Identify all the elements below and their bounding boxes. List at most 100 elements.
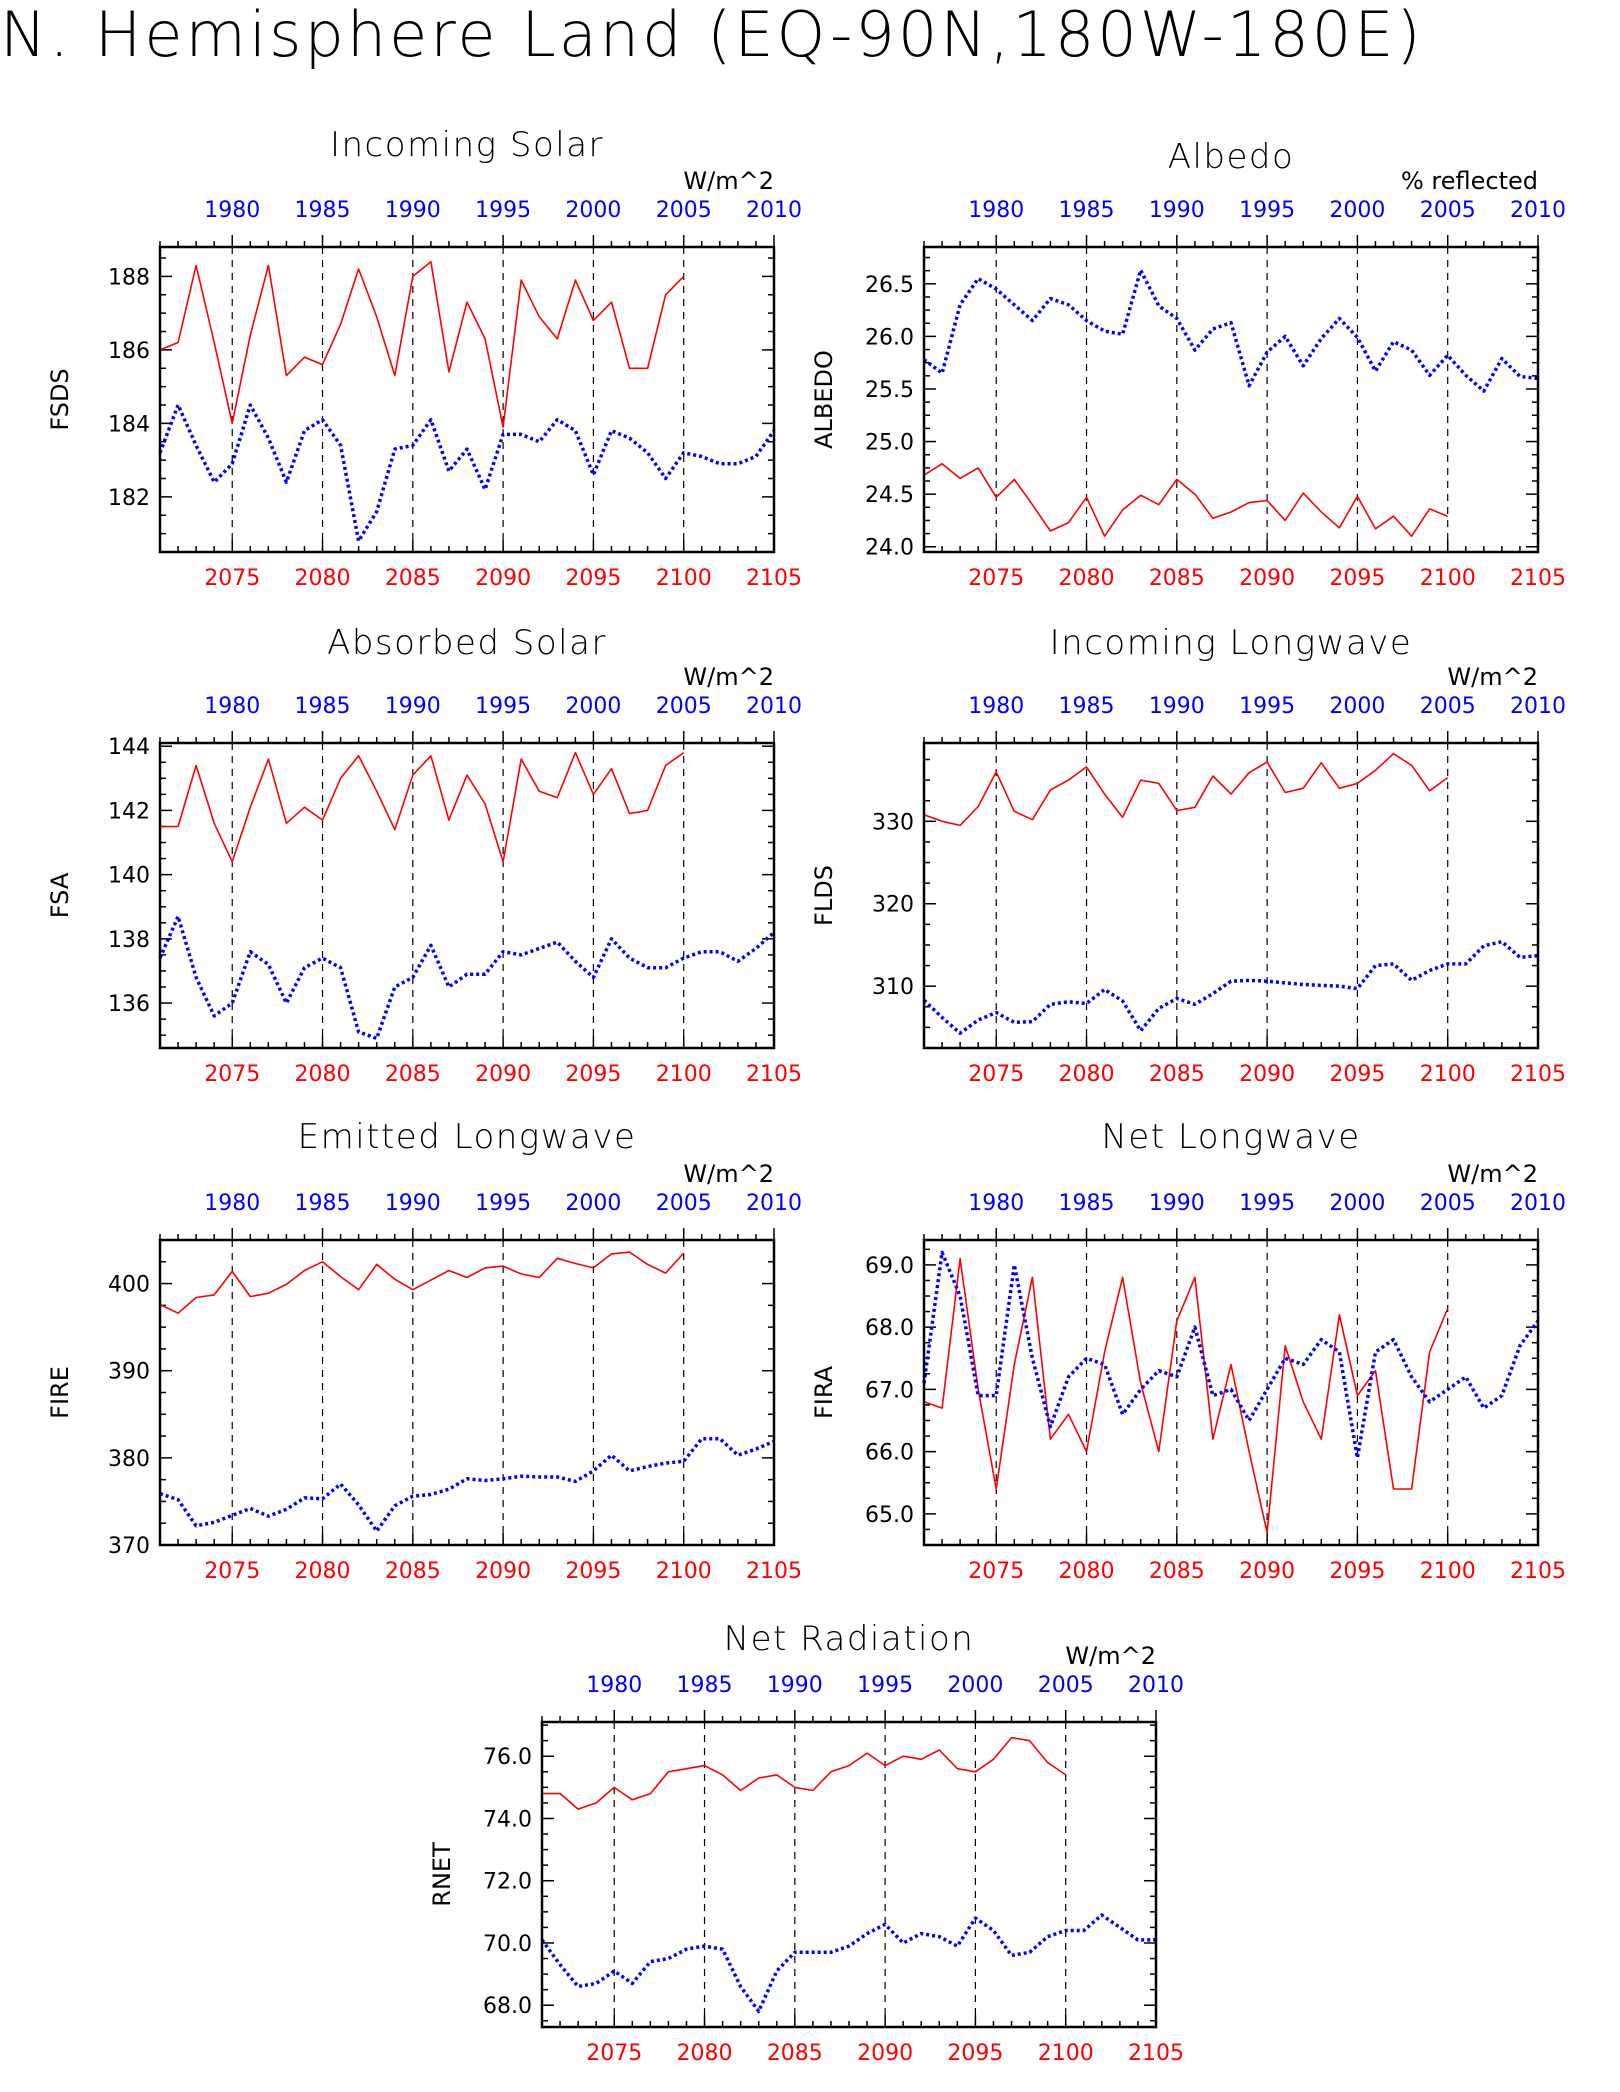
x-tick-label-bottom: 2085 xyxy=(767,2041,823,2066)
x-tick-label-top: 2000 xyxy=(565,1191,621,1216)
x-tick-label-bottom: 2085 xyxy=(385,566,441,591)
x-tick-label-bottom: 2090 xyxy=(1239,1062,1295,1087)
series-line-obs xyxy=(158,403,776,543)
x-tick-label-bottom: 2080 xyxy=(295,1559,351,1584)
units-label: W/m^2 xyxy=(1065,1642,1156,1670)
series-line-obs xyxy=(922,939,1539,1035)
page-title: N. Hemisphere Land (EQ-90N,180W-180E) xyxy=(0,0,1424,71)
x-tick-label-top: 1995 xyxy=(1239,1191,1295,1216)
y-tick-label: 25.5 xyxy=(865,378,914,403)
x-tick-label-bottom: 2105 xyxy=(746,1559,802,1584)
x-tick-label-bottom: 2080 xyxy=(1059,1062,1115,1087)
x-tick-label-bottom: 2080 xyxy=(295,1062,351,1087)
series-line-obs xyxy=(159,1436,775,1533)
x-tick-label-top: 2010 xyxy=(1510,1191,1566,1216)
x-tick-label-top: 2010 xyxy=(746,1191,802,1216)
x-tick-label-bottom: 2095 xyxy=(565,1062,621,1087)
series-line-model xyxy=(159,260,685,428)
x-tick-label-bottom: 2100 xyxy=(1420,1559,1476,1584)
y-tick-label: 380 xyxy=(108,1447,150,1472)
x-tick-label-top: 2000 xyxy=(565,198,621,223)
x-tick-label-bottom: 2105 xyxy=(1510,1559,1566,1584)
x-tick-label-bottom: 2095 xyxy=(1329,1062,1385,1087)
y-axis-label: FSA xyxy=(46,872,74,918)
panel-flds: Incoming Longwave 2075 2080 2085 2090 2095 210… xyxy=(810,623,1566,1087)
x-tick-label-top: 1980 xyxy=(968,198,1024,223)
x-tick-label-bottom: 2085 xyxy=(1149,1062,1205,1087)
plot-frame xyxy=(158,741,776,1050)
series-line-model xyxy=(923,1257,1449,1534)
plot-frame xyxy=(922,1238,1540,1547)
panel-title: Net Longwave xyxy=(1101,1117,1360,1157)
units-label: W/m^2 xyxy=(1447,663,1538,691)
x-tick-label-bottom: 2095 xyxy=(565,1559,621,1584)
x-tick-label-top: 1990 xyxy=(1149,198,1205,223)
x-tick-label-bottom: 2090 xyxy=(475,1062,531,1087)
panel-title: Emitted Longwave xyxy=(298,1117,637,1157)
y-tick-label: 70.0 xyxy=(483,1932,532,1957)
y-tick-label: 138 xyxy=(108,928,150,953)
x-tick-label-top: 2000 xyxy=(947,1673,1003,1698)
x-tick-label-top: 2010 xyxy=(1128,1673,1184,1698)
panel-rnet: Net Radiation 2075 2080 2085 2090 2095 2100 210… xyxy=(428,1619,1184,2066)
x-tick-label-bottom: 2105 xyxy=(1510,1062,1566,1087)
x-tick-label-top: 1990 xyxy=(385,198,441,223)
x-tick-label-top: 1985 xyxy=(1059,198,1115,223)
x-tick-label-top: 2005 xyxy=(656,198,712,223)
plot-frame xyxy=(158,245,776,554)
x-tick-label-bottom: 2085 xyxy=(385,1062,441,1087)
y-tick-label: 330 xyxy=(872,810,914,835)
x-tick-label-bottom: 2080 xyxy=(677,2041,733,2066)
x-tick-label-top: 1995 xyxy=(475,1191,531,1216)
x-tick-label-bottom: 2085 xyxy=(1149,1559,1205,1584)
x-tick-label-top: 1980 xyxy=(968,1191,1024,1216)
y-tick-label: 390 xyxy=(108,1360,150,1385)
x-tick-label-top: 1990 xyxy=(385,1191,441,1216)
x-tick-label-top: 1980 xyxy=(204,198,260,223)
panel-albedo: Albedo 2075 2080 2085 2090 2095 2100 2105 1980 19… xyxy=(810,137,1566,591)
x-tick-label-top: 1985 xyxy=(1059,1191,1115,1216)
y-tick-label: 400 xyxy=(108,1273,150,1298)
series-line-model xyxy=(923,752,1449,827)
y-axis-label: FIRE xyxy=(46,1366,74,1419)
y-tick-label: 24.0 xyxy=(865,536,914,561)
x-tick-label-top: 2010 xyxy=(1510,198,1566,223)
y-tick-label: 25.0 xyxy=(865,431,914,456)
x-tick-label-top: 1985 xyxy=(295,694,351,719)
y-tick-label: 184 xyxy=(108,412,150,437)
series-line-obs xyxy=(158,914,776,1041)
series-line-model xyxy=(923,462,1448,538)
units-label: W/m^2 xyxy=(1447,1160,1538,1188)
y-tick-label: 24.5 xyxy=(865,483,914,508)
plot-frame xyxy=(922,245,1540,554)
x-tick-label-bottom: 2075 xyxy=(968,1062,1024,1087)
x-tick-label-bottom: 2080 xyxy=(1059,1559,1115,1584)
x-tick-label-top: 1980 xyxy=(204,1191,260,1216)
y-tick-label: 310 xyxy=(872,975,914,1000)
panel-title: Net Radiation xyxy=(724,1619,975,1659)
panel-title: Incoming Longwave xyxy=(1050,623,1413,663)
x-tick-label-bottom: 2075 xyxy=(204,1559,260,1584)
panel-fsa: Absorbed Solar 2075 2080 2085 2090 2095 2100 21… xyxy=(46,623,802,1087)
x-tick-label-bottom: 2100 xyxy=(656,1062,712,1087)
y-tick-label: 188 xyxy=(108,265,150,290)
x-tick-label-bottom: 2105 xyxy=(746,1062,802,1087)
x-tick-label-top: 1995 xyxy=(475,694,531,719)
x-tick-label-bottom: 2105 xyxy=(1510,566,1566,591)
panel-fire: Emitted Longwave 2075 2080 2085 2090 2095 2100… xyxy=(46,1117,802,1584)
x-tick-label-bottom: 2095 xyxy=(947,2041,1003,2066)
panel-title: Albedo xyxy=(1168,137,1295,177)
x-tick-label-bottom: 2080 xyxy=(295,566,351,591)
x-tick-label-top: 2010 xyxy=(1510,694,1566,719)
series-line-obs xyxy=(922,1250,1540,1460)
y-tick-label: 74.0 xyxy=(483,1807,532,1832)
x-tick-label-bottom: 2095 xyxy=(1329,1559,1385,1584)
plot-frame xyxy=(922,741,1540,1050)
y-axis-label: FIRA xyxy=(810,1365,838,1419)
x-tick-label-top: 2000 xyxy=(1329,694,1385,719)
x-tick-label-bottom: 2075 xyxy=(968,1559,1024,1584)
x-tick-label-top: 1985 xyxy=(295,198,351,223)
x-tick-label-bottom: 2075 xyxy=(586,2041,642,2066)
series-line-obs xyxy=(540,1913,1156,2014)
